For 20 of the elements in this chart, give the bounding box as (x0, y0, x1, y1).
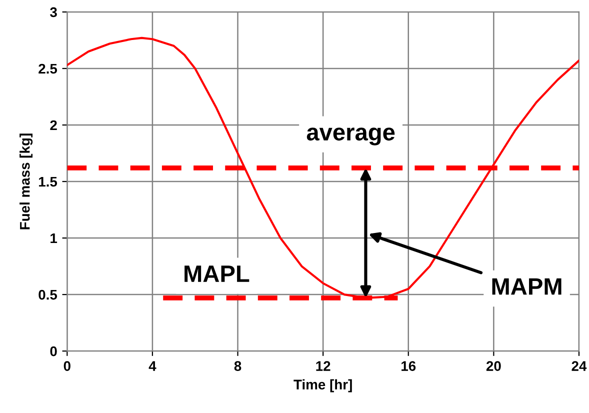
annotation: MAPL (184, 266, 250, 282)
y-tick-label: 1 (50, 234, 58, 244)
x-axis-title: Time [hr] (294, 379, 352, 392)
y-tick-label: 3 (50, 7, 57, 18)
y-axis-title: Fuel mass [kg] (20, 134, 33, 230)
line-series (67, 36, 579, 299)
x-tick-label: 4 (148, 361, 156, 371)
x-tick-label: 16 (402, 361, 416, 371)
y-tick-label: 0 (50, 346, 57, 356)
y-tick-label: 2.5 (38, 64, 58, 74)
y-tick-label: 0.5 (38, 290, 58, 300)
x-tick-label: 24 (572, 361, 587, 371)
annotation: MAPM (492, 278, 562, 295)
x-tick-label: 12 (316, 361, 330, 371)
x-tick-label: 20 (486, 361, 501, 371)
ref-line-label: average (306, 128, 395, 146)
x-tick-label: 0 (64, 361, 70, 371)
x-tick-label: 8 (234, 361, 242, 371)
y-tick-label: 1.5 (38, 176, 58, 187)
y-tick-label: 2 (50, 120, 57, 130)
